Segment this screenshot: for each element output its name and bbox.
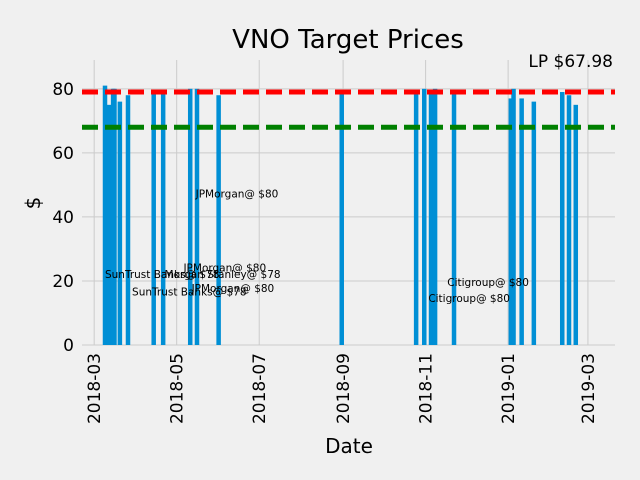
bar: [102, 85, 108, 345]
x-tick-label: 2018-09: [334, 353, 354, 424]
chart-title: VNO Target Prices: [232, 25, 464, 55]
annotation-label: Citigroup@ $80: [428, 293, 510, 305]
bar: [508, 98, 514, 345]
y-tick-label: 80: [52, 80, 74, 100]
reference-lines: [82, 89, 615, 130]
x-tick-labels: 2018-03 2018-05 2018-07 2018-09 2018-11 2019-…: [85, 353, 599, 424]
x-axis-label: Date: [325, 434, 373, 458]
bar: [432, 88, 438, 345]
annotation-label: Citigroup@ $80: [447, 277, 529, 289]
x-tick-label: 2018-07: [250, 353, 270, 424]
bar: [194, 88, 200, 345]
x-tick-label: 2018-05: [168, 353, 188, 424]
plot-area: [82, 60, 615, 345]
bar: [531, 101, 537, 345]
bar: [216, 95, 221, 345]
x-tick-label: 2018-03: [85, 353, 105, 424]
bar-series: [102, 85, 579, 346]
bar: [106, 104, 112, 346]
bar: [566, 95, 572, 345]
bar: [422, 88, 427, 345]
bar: [451, 92, 457, 346]
annotation-label: JPMorgan@ $80: [195, 189, 279, 201]
y-tick-label: 0: [63, 336, 74, 356]
bar: [112, 88, 117, 345]
y-tick-label: 20: [52, 272, 74, 292]
annotation-label: JPMorgan@ $80: [182, 262, 266, 274]
bar: [117, 101, 123, 345]
y-tick-label: 40: [52, 208, 74, 228]
y-tick-labels: 0 20 40 60 80: [52, 80, 74, 356]
bar: [519, 98, 524, 345]
annotation-label: Morgan Stanley@ $78: [165, 269, 281, 281]
annotation-label: SunTrust Banks@ $78: [105, 269, 219, 281]
last-price-label: LP $67.98: [528, 52, 613, 72]
x-tick-label: 2019-01: [499, 353, 519, 424]
bar: [428, 92, 434, 346]
bar: [511, 88, 516, 345]
x-tick-label: 2018-11: [417, 353, 437, 424]
bar: [559, 92, 565, 346]
bar: [413, 92, 419, 346]
y-tick-label: 60: [52, 144, 74, 164]
bar: [125, 95, 131, 345]
bar: [187, 88, 193, 345]
bar: [151, 92, 156, 346]
y-axis-label: $: [21, 197, 45, 210]
bar: [339, 92, 344, 346]
annotation-label: SunTrust Banks@ $78: [132, 286, 246, 298]
annotation-label: JPMorgan@ $80: [191, 283, 275, 295]
bar: [160, 92, 166, 346]
bar: [573, 104, 579, 346]
x-tick-label: 2019-03: [579, 353, 599, 424]
